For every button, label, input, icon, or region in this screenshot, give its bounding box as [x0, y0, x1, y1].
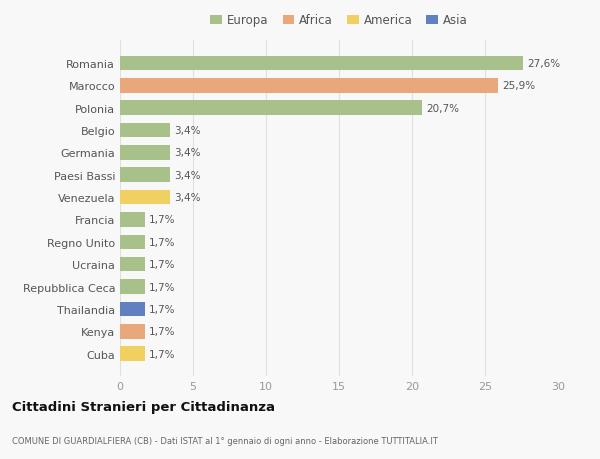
Text: 3,4%: 3,4%	[174, 126, 200, 136]
Text: 20,7%: 20,7%	[427, 103, 460, 113]
Bar	[120, 325, 145, 339]
Bar	[120, 347, 145, 361]
Text: 1,7%: 1,7%	[149, 260, 176, 269]
Text: 1,7%: 1,7%	[149, 327, 176, 336]
Bar	[120, 213, 145, 227]
Text: 1,7%: 1,7%	[149, 349, 176, 359]
Text: 1,7%: 1,7%	[149, 215, 176, 225]
Bar	[120, 123, 170, 138]
Text: 1,7%: 1,7%	[149, 237, 176, 247]
Bar	[120, 302, 145, 317]
Text: 25,9%: 25,9%	[503, 81, 536, 91]
Text: Cittadini Stranieri per Cittadinanza: Cittadini Stranieri per Cittadinanza	[12, 400, 275, 413]
Legend: Europa, Africa, America, Asia: Europa, Africa, America, Asia	[206, 10, 472, 32]
Text: 3,4%: 3,4%	[174, 170, 200, 180]
Bar	[120, 56, 523, 71]
Bar	[120, 146, 170, 160]
Text: 3,4%: 3,4%	[174, 193, 200, 203]
Bar	[120, 257, 145, 272]
Text: 1,7%: 1,7%	[149, 282, 176, 292]
Bar	[120, 79, 498, 93]
Bar	[120, 190, 170, 205]
Bar	[120, 280, 145, 294]
Text: 3,4%: 3,4%	[174, 148, 200, 158]
Bar	[120, 101, 422, 116]
Bar	[120, 168, 170, 183]
Text: 27,6%: 27,6%	[527, 59, 560, 69]
Text: 1,7%: 1,7%	[149, 304, 176, 314]
Text: COMUNE DI GUARDIALFIERA (CB) - Dati ISTAT al 1° gennaio di ogni anno - Elaborazi: COMUNE DI GUARDIALFIERA (CB) - Dati ISTA…	[12, 436, 438, 445]
Bar	[120, 235, 145, 250]
